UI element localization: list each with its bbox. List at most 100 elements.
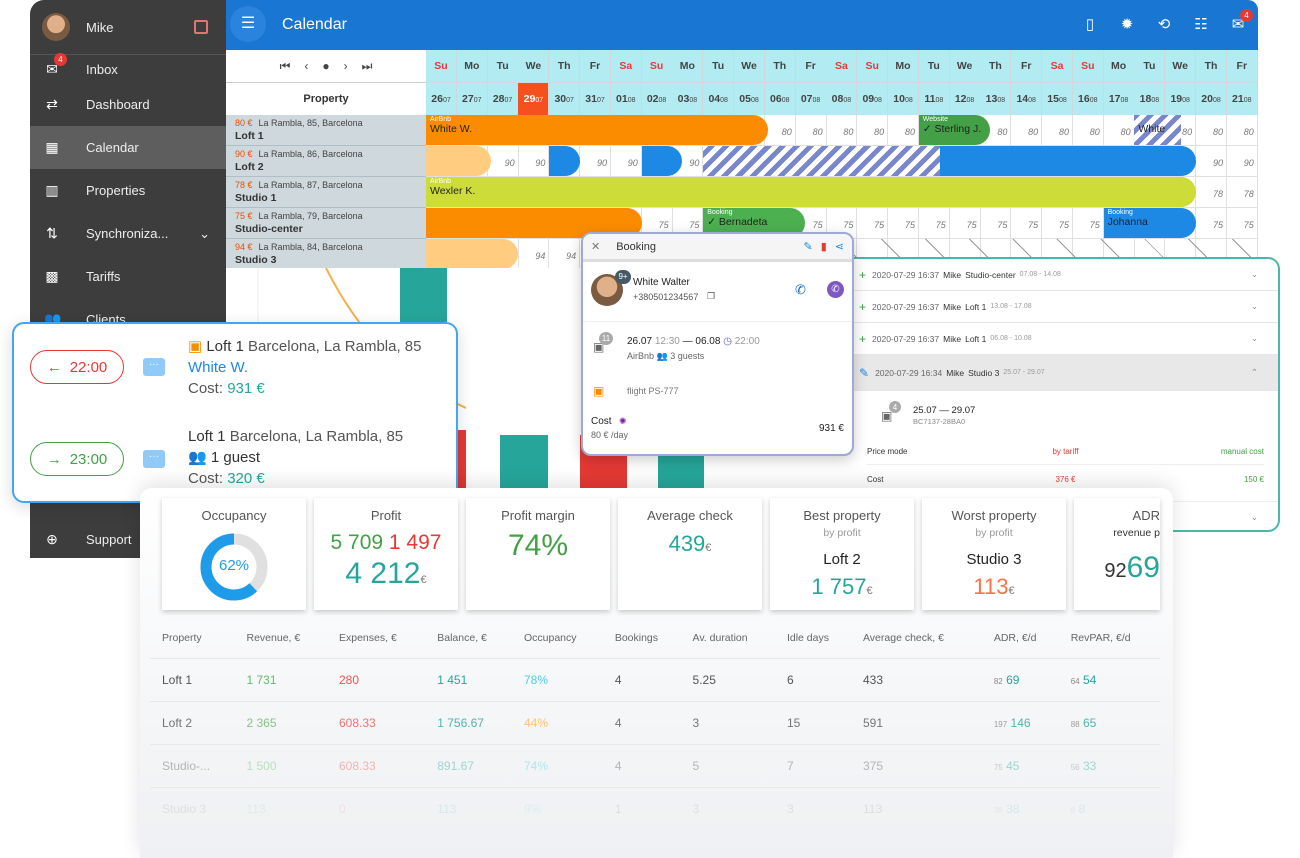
booking-bar[interactable]: Booking Johanna [1103, 208, 1196, 238]
calendar-cell[interactable]: 75 [980, 208, 1012, 239]
calendar-cell[interactable]: 80 [980, 115, 1012, 146]
date-header[interactable]: 2907 [518, 82, 550, 115]
calendar-cell[interactable]: 80 [826, 115, 858, 146]
user-profile[interactable]: Mike [30, 0, 226, 55]
date-header[interactable]: 0608 [764, 82, 796, 115]
column-header[interactable]: Average check, € [862, 631, 944, 644]
calendar-cell[interactable]: 90 [518, 146, 550, 177]
calendar-cell[interactable]: 90 [610, 146, 642, 177]
calendar-cell[interactable]: 90 [487, 146, 519, 177]
logout-icon[interactable] [194, 20, 208, 34]
chevron-down-icon[interactable]: ⌄ [199, 225, 210, 241]
date-header[interactable]: 3007 [549, 82, 581, 115]
mobile-icon[interactable]: ▯ [1085, 16, 1095, 33]
property-row[interactable]: 94 € La Rambla, 84, Barcelona Studio 3 [226, 239, 426, 268]
calendar-cell[interactable]: 90 [1196, 146, 1227, 177]
booking-bar[interactable]: AirBnb White W. [426, 115, 768, 145]
booking-bar[interactable]: Website ✓ Sterling J. [918, 115, 990, 145]
column-header[interactable]: RevPAR, €/d [1070, 631, 1131, 644]
date-header[interactable]: 2108 [1226, 82, 1258, 115]
calendar-cell[interactable]: 80 [1196, 115, 1227, 146]
sidebar-item-calendar[interactable]: ▦ Calendar [30, 126, 226, 169]
date-header[interactable]: 1308 [980, 82, 1012, 115]
next-icon[interactable]: › [343, 59, 348, 73]
edit-icon[interactable]: ✎ [803, 241, 813, 253]
chevron-down-icon[interactable]: ⌄ [1250, 511, 1258, 522]
date-header[interactable]: 2707 [456, 82, 488, 115]
sidebar-item-properties[interactable]: ▥ Properties [30, 169, 226, 212]
column-header[interactable]: Balance, € [437, 631, 487, 644]
calendar-cell[interactable] [488, 239, 519, 268]
date-header[interactable]: 0408 [703, 82, 735, 115]
stat-card-occupancy[interactable]: Occupancy 62% [162, 498, 306, 610]
history-row[interactable]: +2020-07-29 16:37 Mike Loft 1 13.08 - 17.08… [853, 291, 1278, 323]
date-header[interactable]: 0708 [795, 82, 827, 115]
booking-bar[interactable] [641, 146, 682, 176]
calendar-cell[interactable]: 80 [1165, 115, 1197, 146]
date-header[interactable]: 0808 [826, 82, 858, 115]
prev-icon[interactable]: ‹ [304, 59, 309, 73]
property-row[interactable]: 90 € La Rambla, 86, Barcelona Loft 2 [226, 146, 426, 177]
property-row[interactable]: 78 € La Rambla, 87, Barcelona Studio 1 [226, 177, 426, 208]
calendar-cell[interactable]: 75 [857, 208, 889, 239]
copy-icon[interactable]: ❐ [707, 291, 716, 301]
calendar-cell[interactable]: 80 [1011, 115, 1043, 146]
calendar-cell[interactable]: 90 [672, 146, 704, 177]
chevron-down-icon[interactable]: ⌄ [1250, 269, 1258, 279]
booking-bar[interactable] [940, 146, 1196, 176]
column-header[interactable]: Bookings [614, 631, 659, 644]
booking-bar[interactable] [426, 239, 519, 268]
column-header[interactable]: Property [162, 631, 202, 644]
chevron-up-icon[interactable]: ⌃ [1250, 367, 1258, 377]
calendar-cell[interactable]: 75 [949, 208, 981, 239]
date-header[interactable]: 2607 [426, 82, 457, 115]
calendar-cell[interactable]: 80 [1072, 115, 1104, 146]
calendar-cell[interactable]: 80 [1042, 115, 1073, 146]
booking-bar[interactable] [426, 146, 491, 176]
calendar-cell[interactable]: 75 [1226, 208, 1258, 239]
column-header[interactable]: Idle days [786, 631, 829, 644]
mail-icon[interactable]: ✉ 4 [1228, 9, 1253, 33]
date-header[interactable]: 1208 [949, 82, 981, 115]
date-header[interactable]: 3107 [580, 82, 611, 115]
stat-card-worst-property[interactable]: Worst property by profit Studio 3 113€ [922, 498, 1066, 610]
menu-button[interactable]: ☰ [230, 6, 266, 42]
sidebar-item-inbox[interactable]: ✉ 4 Inbox [30, 53, 226, 83]
calendar-cell[interactable]: 80 [1103, 115, 1135, 146]
calendar-cell[interactable]: 78 [1226, 177, 1258, 208]
calendar-cell[interactable]: 80 [1226, 115, 1258, 146]
date-header[interactable]: 0108 [610, 82, 642, 115]
viber-icon[interactable]: ✆ [827, 281, 844, 298]
stat-card-best-property[interactable]: Best property by profit Loft 2 1 757€ [770, 498, 914, 610]
history-row[interactable]: +2020-07-29 16:37 Mike Studio-center 07.08 … [853, 259, 1278, 291]
stat-card-profit[interactable]: Profit 5 709 1 497 4 212€ [314, 498, 458, 610]
calendar-cell[interactable]: 80 [764, 115, 796, 146]
share-icon[interactable]: ⋖ [834, 241, 844, 253]
date-header[interactable]: 1108 [918, 82, 950, 115]
property-row[interactable]: 80 € La Rambla, 85, Barcelona Loft 1 [226, 115, 426, 146]
date-header[interactable]: 1608 [1072, 82, 1104, 115]
first-page-icon[interactable]: ⏮ [279, 58, 291, 73]
calendar-cell[interactable]: 90 [580, 146, 611, 177]
last-page-icon[interactable]: ⏭ [361, 58, 373, 73]
column-header[interactable]: ADR, €/d [993, 631, 1037, 644]
calendar-cell[interactable]: 94 [518, 239, 550, 268]
date-header[interactable]: 2807 [487, 82, 519, 115]
date-header[interactable]: 1408 [1011, 82, 1043, 115]
stat-card-average-check[interactable]: Average check 439€ [618, 498, 762, 610]
calendar-cell[interactable]: 78 [1196, 177, 1227, 208]
calendar-cell[interactable]: 75 [1196, 208, 1227, 239]
column-header[interactable]: Revenue, € [246, 631, 301, 644]
date-header[interactable]: 2008 [1196, 82, 1227, 115]
calendar-cell[interactable]: 80 [857, 115, 889, 146]
chevron-down-icon[interactable]: ⌄ [1250, 333, 1258, 343]
column-header[interactable]: Occupancy [523, 631, 577, 644]
departure-time-button[interactable]: ← 22:00 [30, 350, 124, 384]
history-row[interactable]: +2020-07-29 16:37 Mike Loft 1 06.08 - 10.08… [853, 323, 1278, 355]
calendar-cell[interactable]: 75 [1072, 208, 1104, 239]
stat-card-profit-margin[interactable]: Profit margin 74% [466, 498, 610, 610]
date-header[interactable]: 1008 [888, 82, 919, 115]
filter-sliders-icon[interactable]: ☷ [1194, 16, 1208, 33]
